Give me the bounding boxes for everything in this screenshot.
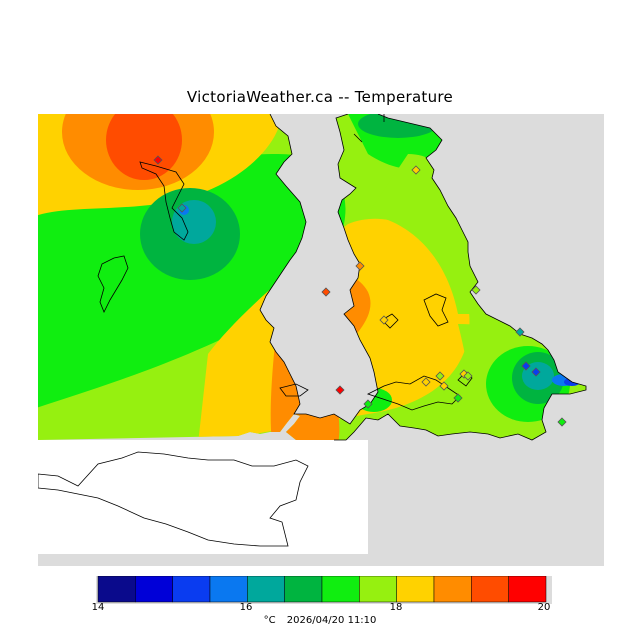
station-marker [453, 393, 463, 403]
legend-swatch [209, 576, 248, 603]
legend-swatch [396, 576, 435, 603]
legend-swatch [508, 576, 547, 603]
legend-swatches [97, 576, 547, 603]
station-marker [177, 203, 187, 213]
station-marker [421, 377, 431, 387]
legend-swatch [247, 576, 285, 603]
legend-caption: °C 2026/04/20 11:10 [0, 615, 640, 626]
station-marker [531, 367, 541, 377]
station-marker [355, 261, 365, 271]
station-marker [515, 327, 525, 337]
legend-tick-16: 16 [239, 602, 253, 613]
legend-swatch [284, 576, 323, 603]
station-marker [153, 155, 163, 165]
station-markers [153, 155, 567, 427]
chart-title: VictoriaWeather.ca -- Temperature [186, 88, 454, 106]
station-marker [521, 361, 531, 371]
station-marker [363, 399, 373, 409]
station-marker [411, 165, 421, 175]
unit-label: °C [263, 615, 276, 626]
legend-swatch [135, 576, 173, 603]
legend-swatch [172, 576, 211, 603]
station-marker [471, 285, 481, 295]
timestamp-label: 2026/04/20 11:10 [286, 615, 377, 626]
legend-tick-20: 20 [537, 602, 551, 613]
legend-swatch [321, 576, 360, 603]
station-marker [335, 385, 345, 395]
coastlines [97, 114, 587, 441]
legend-swatch [97, 576, 136, 603]
landmass-south [38, 451, 309, 547]
station-marker [439, 381, 449, 391]
station-marker [463, 371, 473, 381]
legend-swatch [471, 576, 509, 603]
station-marker [379, 315, 389, 325]
legend-tick-14: 14 [91, 602, 105, 613]
legend-swatch [359, 576, 397, 603]
station-marker [321, 287, 331, 297]
station-marker [557, 417, 567, 427]
legend-swatch [433, 576, 472, 603]
legend-tick-18: 18 [389, 602, 403, 613]
temperature-legend [96, 576, 552, 604]
temperature-map [38, 114, 604, 566]
station-marker [435, 371, 445, 381]
